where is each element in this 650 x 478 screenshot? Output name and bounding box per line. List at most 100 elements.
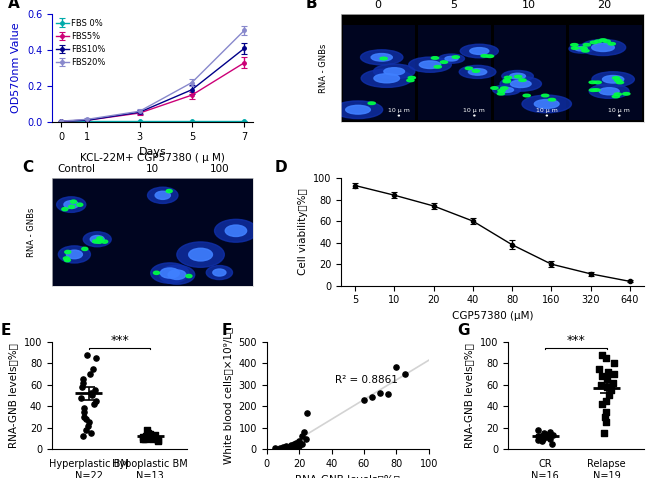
Text: Control: Control xyxy=(57,163,95,174)
Circle shape xyxy=(96,240,102,243)
Point xyxy=(533,433,543,440)
Circle shape xyxy=(486,55,493,57)
Text: 10 μ m: 10 μ m xyxy=(608,109,630,113)
Circle shape xyxy=(589,81,596,84)
Point xyxy=(302,409,313,416)
Circle shape xyxy=(432,57,439,59)
Text: RNA - GNBs: RNA - GNBs xyxy=(319,43,328,93)
Point xyxy=(291,439,301,446)
Circle shape xyxy=(599,39,606,42)
Text: F: F xyxy=(221,323,231,338)
Circle shape xyxy=(515,76,522,78)
Circle shape xyxy=(186,274,192,278)
Circle shape xyxy=(593,89,600,91)
Point xyxy=(599,429,610,437)
Point xyxy=(85,390,96,397)
Circle shape xyxy=(77,203,83,206)
Point xyxy=(300,435,311,442)
Point xyxy=(540,434,551,441)
Y-axis label: RNA-GNB levels（%）: RNA-GNB levels（%） xyxy=(465,343,474,448)
Circle shape xyxy=(465,67,473,70)
Y-axis label: RNA-GNB levels（%）: RNA-GNB levels（%） xyxy=(8,343,18,448)
Circle shape xyxy=(63,257,70,260)
FancyBboxPatch shape xyxy=(419,25,491,120)
Circle shape xyxy=(491,87,498,89)
Point xyxy=(286,441,296,449)
Circle shape xyxy=(583,43,590,46)
Circle shape xyxy=(612,76,619,79)
Point xyxy=(147,434,157,441)
Circle shape xyxy=(90,236,104,243)
Circle shape xyxy=(65,250,71,254)
Circle shape xyxy=(519,79,526,81)
Circle shape xyxy=(569,44,593,53)
Point xyxy=(536,433,547,440)
Circle shape xyxy=(522,95,571,113)
FancyBboxPatch shape xyxy=(494,25,567,120)
Point xyxy=(601,408,612,415)
Point xyxy=(283,444,293,451)
Point xyxy=(146,433,156,440)
Circle shape xyxy=(214,219,257,242)
Circle shape xyxy=(155,191,170,199)
Circle shape xyxy=(168,270,186,280)
Text: D: D xyxy=(275,160,288,174)
Text: 10 μ m: 10 μ m xyxy=(388,109,410,113)
Text: E: E xyxy=(1,323,11,338)
Circle shape xyxy=(62,207,68,211)
Point xyxy=(79,413,89,421)
Circle shape xyxy=(70,200,77,203)
Text: 100: 100 xyxy=(209,163,229,174)
Circle shape xyxy=(612,95,619,98)
Text: 10: 10 xyxy=(522,0,536,10)
Text: ***: *** xyxy=(111,334,129,347)
Point xyxy=(543,430,554,438)
Circle shape xyxy=(582,49,589,52)
Circle shape xyxy=(592,72,634,87)
Circle shape xyxy=(407,79,414,82)
Circle shape xyxy=(64,259,70,262)
Circle shape xyxy=(599,87,619,95)
Point xyxy=(297,440,307,448)
Text: G: G xyxy=(457,323,469,338)
Point xyxy=(538,435,549,442)
Text: ***: *** xyxy=(567,334,585,347)
Circle shape xyxy=(83,232,111,247)
Point xyxy=(289,440,300,448)
Point xyxy=(602,376,612,383)
Circle shape xyxy=(92,240,99,243)
Point xyxy=(140,433,151,440)
X-axis label: CGP57380 (μM): CGP57380 (μM) xyxy=(452,311,533,321)
Text: RNA - GNBs: RNA - GNBs xyxy=(27,207,36,257)
Point xyxy=(383,391,393,398)
Point xyxy=(595,381,606,389)
Point xyxy=(539,429,549,437)
Point xyxy=(274,444,285,451)
Circle shape xyxy=(159,265,195,284)
Y-axis label: Cell viability（%）: Cell viability（%） xyxy=(298,188,308,275)
Circle shape xyxy=(589,84,629,98)
X-axis label: Days: Days xyxy=(139,147,166,157)
Circle shape xyxy=(473,70,480,72)
Circle shape xyxy=(493,85,521,95)
Circle shape xyxy=(333,101,383,119)
Circle shape xyxy=(384,68,404,75)
Point xyxy=(608,379,618,386)
Circle shape xyxy=(460,44,499,58)
Point xyxy=(297,433,307,440)
Point xyxy=(79,404,90,412)
Circle shape xyxy=(166,189,172,193)
Circle shape xyxy=(504,76,512,79)
Point xyxy=(601,354,611,362)
Circle shape xyxy=(177,242,224,267)
Point xyxy=(81,415,91,423)
Point xyxy=(391,364,402,371)
Point xyxy=(77,383,87,391)
Circle shape xyxy=(66,250,83,259)
Circle shape xyxy=(500,87,508,89)
Circle shape xyxy=(101,240,108,243)
Circle shape xyxy=(592,43,614,52)
Circle shape xyxy=(57,197,86,212)
Circle shape xyxy=(498,89,505,92)
Circle shape xyxy=(153,271,159,274)
